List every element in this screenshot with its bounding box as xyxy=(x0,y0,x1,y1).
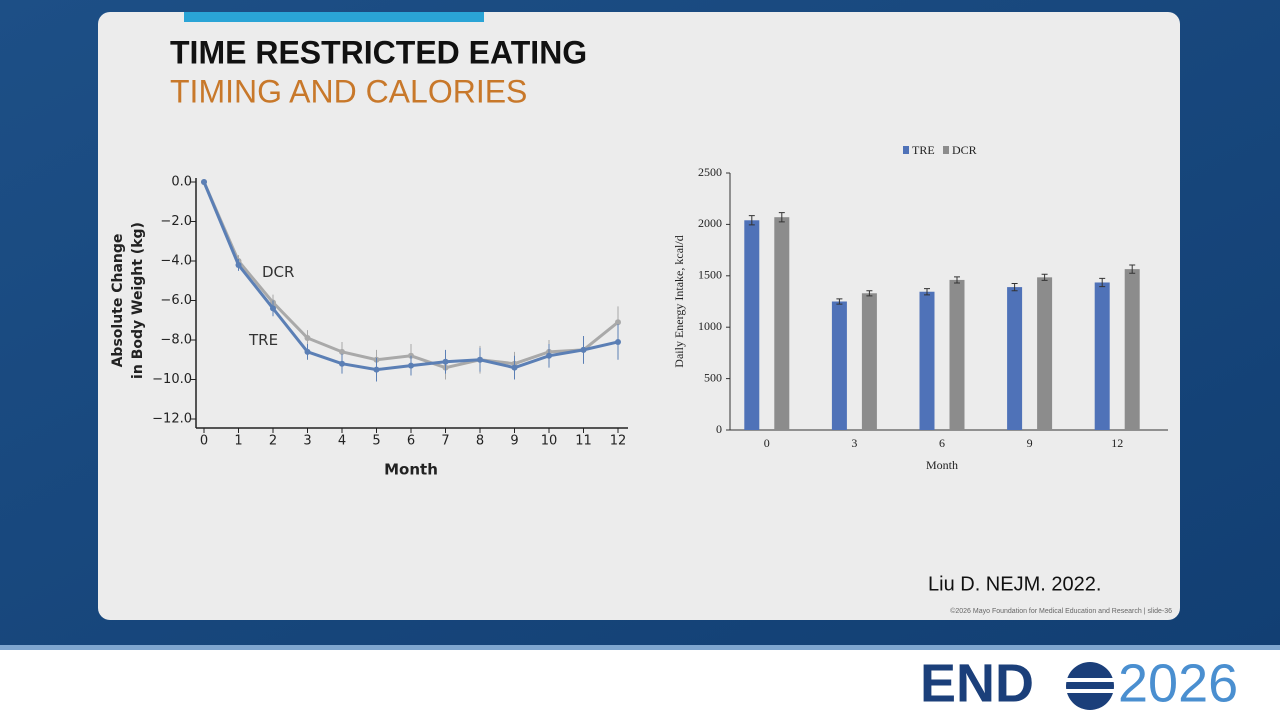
y-tick-label: 1000 xyxy=(698,319,722,333)
bar xyxy=(744,220,760,430)
point xyxy=(580,346,587,353)
point xyxy=(511,364,518,371)
point xyxy=(235,261,242,268)
y-tick-label: 0 xyxy=(716,422,722,436)
error-bar xyxy=(924,288,930,296)
x-tick-label: 6 xyxy=(407,434,415,449)
bar xyxy=(919,291,935,430)
card xyxy=(98,12,1180,620)
accent-bar xyxy=(184,12,484,22)
x-tick-label: 12 xyxy=(610,434,627,449)
error-bar xyxy=(1011,283,1018,292)
error-bar xyxy=(866,290,873,297)
bar xyxy=(1007,287,1023,430)
legend-swatch xyxy=(943,146,949,154)
y-tick-label: −10.0 xyxy=(152,372,192,387)
point xyxy=(304,335,311,342)
point xyxy=(201,179,207,185)
x-tick-label: 9 xyxy=(510,434,518,449)
x-tick-label: 0 xyxy=(764,436,770,450)
x-axis-label: Month xyxy=(384,461,438,479)
error-bar xyxy=(1041,273,1048,281)
x-tick-label: 2 xyxy=(269,434,277,449)
y-tick-label: 2500 xyxy=(698,165,722,179)
slide-subtitle: TIMING AND CALORIES xyxy=(170,73,527,109)
series-label: TRE xyxy=(248,331,278,349)
bar xyxy=(774,217,790,430)
x-tick-label: 10 xyxy=(541,434,558,449)
x-tick-label: 7 xyxy=(441,434,449,449)
logo-globe xyxy=(1066,662,1114,710)
bar xyxy=(1037,277,1053,430)
y-axis-label: Daily Energy Intake, kcal/d xyxy=(672,235,686,367)
x-tick-label: 4 xyxy=(338,434,346,449)
y-tick-label: 0.0 xyxy=(171,175,192,190)
x-tick-label: 11 xyxy=(575,434,592,449)
y-tick-label: 500 xyxy=(704,370,722,384)
point xyxy=(442,358,449,365)
point xyxy=(304,348,311,355)
citation: Liu D. NEJM. 2022. xyxy=(928,573,1101,595)
bar xyxy=(949,279,965,430)
legend-label: DCR xyxy=(952,143,977,157)
error-bar xyxy=(1129,264,1136,274)
footer-stripe xyxy=(0,645,1280,650)
bar xyxy=(1094,282,1110,430)
error-bar xyxy=(954,276,960,284)
point xyxy=(615,319,621,326)
error-bar xyxy=(1099,277,1106,288)
y-tick-label: 2000 xyxy=(698,216,722,230)
y-axis-label: Absolute Change xyxy=(110,234,126,368)
chart-energy: 0 500 1000 1500 2000 2500 Month Daily Energy In… xyxy=(672,143,1168,472)
error-bar xyxy=(748,215,755,226)
x-tick-label: 1 xyxy=(234,434,242,449)
point xyxy=(373,366,380,373)
x-tick-label: 9 xyxy=(1027,436,1033,450)
x-tick-label: 3 xyxy=(303,434,311,449)
point xyxy=(408,362,414,369)
y-tick-label: −6.0 xyxy=(160,293,192,308)
series-label: DCR xyxy=(262,263,294,281)
bar xyxy=(1124,269,1140,430)
x-tick-label: 6 xyxy=(939,436,945,450)
point xyxy=(339,348,345,355)
point xyxy=(477,356,483,363)
y-tick-label: −8.0 xyxy=(160,333,192,348)
point xyxy=(339,360,345,367)
x-tick-label: 0 xyxy=(200,434,208,449)
x-tick-label: 3 xyxy=(851,436,857,450)
x-axis-label: Month xyxy=(926,458,958,472)
x-tick-label: 12 xyxy=(1111,436,1123,450)
y-axis-label: in Body Weight (kg) xyxy=(130,222,146,379)
bar xyxy=(861,293,877,430)
x-tick-label: 5 xyxy=(372,434,380,449)
y-tick-label: −12.0 xyxy=(152,412,192,427)
logo-year: 2026 xyxy=(1118,653,1238,713)
y-tick-label: −2.0 xyxy=(160,214,192,229)
copyright: ©2026 Mayo Foundation for Medical Educat… xyxy=(950,607,1172,615)
legend-swatch xyxy=(903,146,909,154)
logo-text: END xyxy=(920,653,1034,713)
point xyxy=(270,305,276,312)
y-tick-label: 1500 xyxy=(698,268,722,282)
slide-title: TIME RESTRICTED EATING xyxy=(170,34,587,70)
error-bar xyxy=(778,212,785,223)
x-tick-label: 8 xyxy=(476,434,484,449)
point xyxy=(615,338,621,345)
bar xyxy=(831,301,847,430)
point xyxy=(546,352,552,359)
legend-label: TRE xyxy=(912,143,935,157)
chart-weight: 0.0−2.0−4.0−6.0−8.0−10.0−12.00 1 2 3 4 5 6 7 8 9 1… xyxy=(110,175,628,479)
error-bar xyxy=(836,298,843,305)
y-tick-label: −4.0 xyxy=(160,254,192,269)
